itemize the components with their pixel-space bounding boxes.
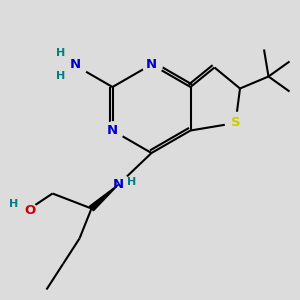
Text: N: N [69,58,81,71]
Text: H: H [56,48,65,58]
Polygon shape [89,184,118,211]
Text: N: N [146,58,157,71]
Text: O: O [24,203,36,217]
Text: H: H [10,199,19,209]
Text: H: H [128,177,136,187]
Text: N: N [113,178,124,191]
Text: N: N [107,124,118,137]
Text: H: H [56,71,65,81]
Text: S: S [231,116,240,130]
